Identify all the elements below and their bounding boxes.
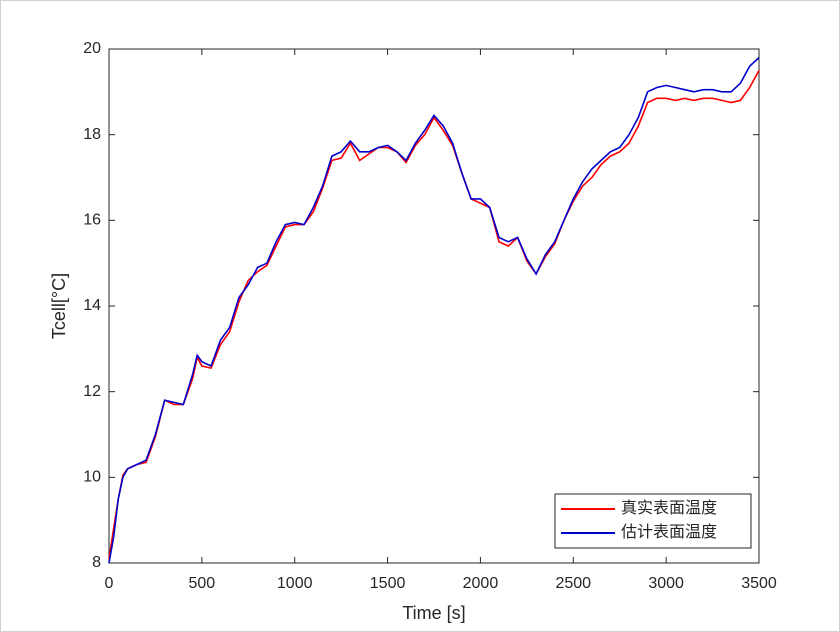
y-tick-label: 14 (83, 297, 101, 314)
plot-area (108, 48, 760, 564)
data-line (108, 70, 760, 559)
y-axis-label: Tcell[°C] (49, 273, 69, 339)
x-tick-label: 2000 (463, 575, 499, 592)
x-tick-label: 3500 (741, 575, 777, 592)
legend-box (554, 493, 752, 549)
x-tick-label: 2500 (555, 575, 591, 592)
x-tick-label: 1500 (370, 575, 406, 592)
y-tick-label: 16 (83, 212, 101, 229)
y-tick-label: 8 (92, 554, 101, 571)
x-tick-label: 1000 (277, 575, 313, 592)
y-tick-label: 20 (83, 40, 101, 57)
x-tick-label: 0 (105, 575, 114, 592)
data-line (108, 57, 760, 564)
legend-label: 真实表面温度 (621, 499, 717, 517)
y-tick-label: 18 (83, 126, 101, 143)
x-tick-label: 3000 (648, 575, 684, 592)
y-tick-label: 10 (83, 469, 101, 486)
legend-label: 估计表面温度 (621, 523, 717, 541)
x-tick-label: 500 (189, 575, 216, 592)
y-tick-label: 12 (83, 383, 101, 400)
x-axis-label: Time [s] (402, 603, 465, 623)
